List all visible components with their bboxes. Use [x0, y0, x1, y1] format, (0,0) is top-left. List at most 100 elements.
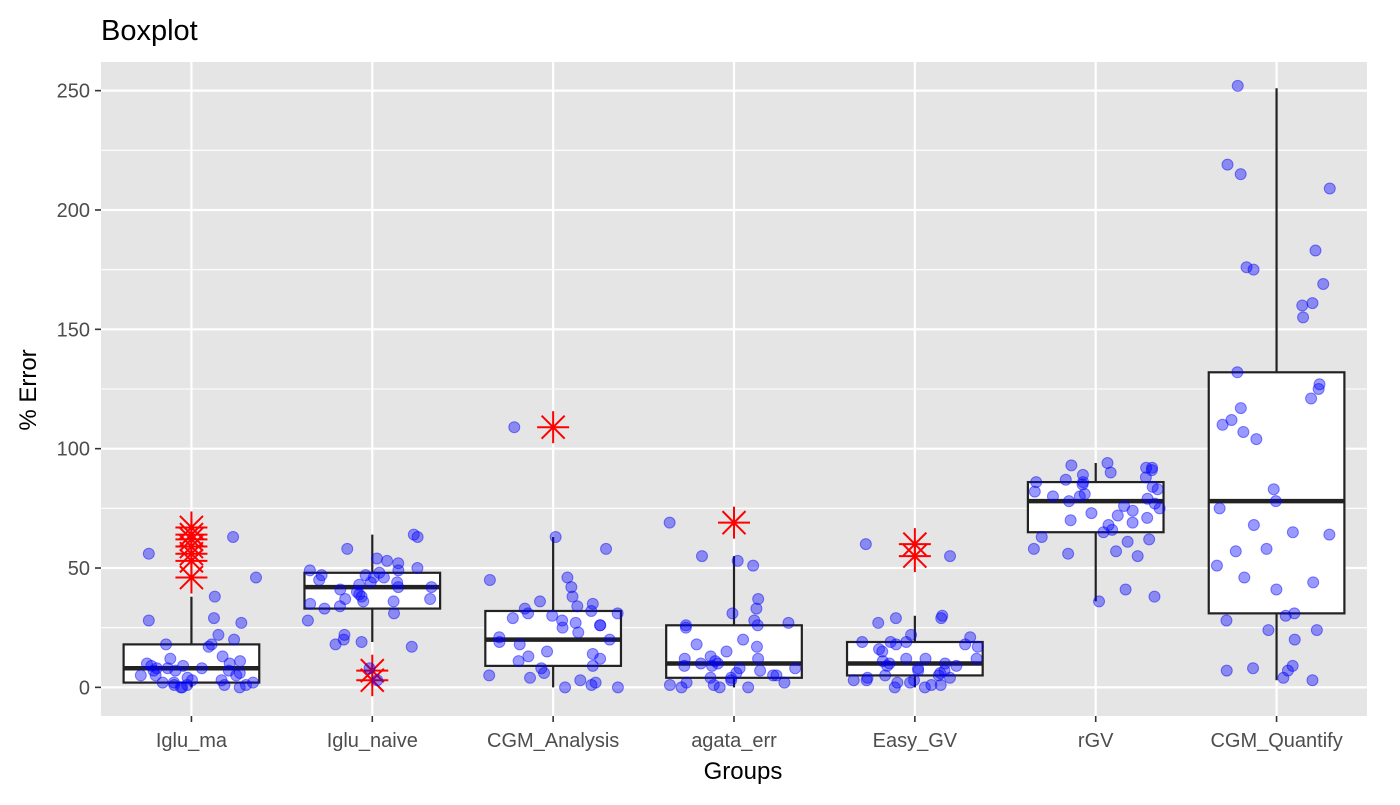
data-point	[1229, 545, 1242, 558]
data-point	[350, 585, 363, 598]
data-point	[704, 650, 717, 663]
data-point	[873, 643, 886, 656]
data-point	[1262, 624, 1275, 637]
data-point	[223, 657, 236, 670]
data-point	[370, 552, 383, 565]
data-point	[725, 674, 738, 687]
data-point	[207, 612, 220, 625]
x-tick-label: Iglu_ma	[156, 730, 228, 752]
data-point	[725, 671, 738, 684]
data-point	[959, 638, 972, 651]
data-point	[603, 633, 616, 646]
box	[665, 624, 803, 679]
data-point	[752, 593, 765, 606]
data-point	[142, 547, 155, 560]
data-point	[216, 650, 229, 663]
data-point	[506, 612, 519, 625]
data-point	[367, 571, 380, 584]
data-point	[1146, 461, 1159, 474]
data-point	[883, 657, 896, 670]
data-point	[861, 671, 874, 684]
data-point	[919, 652, 932, 665]
data-point	[541, 645, 554, 658]
data-point	[938, 664, 951, 677]
data-point	[411, 562, 424, 575]
data-point	[856, 636, 869, 649]
data-point	[1035, 530, 1048, 543]
data-point	[594, 619, 607, 632]
data-point	[1030, 476, 1043, 489]
y-tick-label: 0	[79, 677, 90, 699]
data-point	[565, 581, 578, 594]
outlier-stroke	[179, 515, 204, 540]
data-point	[195, 662, 208, 675]
data-point	[569, 616, 582, 629]
data-point	[373, 566, 386, 579]
data-point	[876, 645, 889, 658]
data-point	[387, 595, 400, 608]
data-point	[1270, 583, 1283, 596]
data-point	[134, 669, 147, 682]
data-point	[611, 681, 624, 694]
outlier-marker	[718, 506, 750, 539]
data-point	[1281, 664, 1294, 677]
data-point	[679, 619, 692, 632]
data-point	[512, 655, 525, 668]
x-axis-title: Groups	[704, 758, 783, 785]
data-point	[1305, 392, 1318, 405]
outlier-marker	[898, 528, 931, 561]
data-point	[876, 655, 889, 668]
data-point	[1310, 624, 1323, 637]
data-point	[247, 676, 260, 689]
data-point	[174, 681, 187, 694]
box	[122, 643, 261, 684]
data-point	[1027, 542, 1040, 555]
data-point	[663, 516, 676, 529]
data-point	[891, 676, 904, 689]
data-point	[594, 619, 607, 632]
data-point	[1286, 659, 1299, 672]
grid-lines	[101, 62, 1367, 716]
y-tick-label: 150	[57, 319, 90, 341]
data-point	[872, 616, 885, 629]
data-point	[1151, 483, 1164, 496]
data-point	[950, 659, 963, 672]
data-point	[359, 569, 372, 582]
data-point	[748, 614, 761, 627]
jitter-points	[134, 79, 1336, 694]
data-point	[329, 638, 342, 651]
data-point	[140, 657, 153, 670]
data-point	[1121, 535, 1134, 548]
data-point	[778, 676, 791, 689]
data-point	[334, 583, 347, 596]
data-point	[1297, 311, 1310, 324]
data-point	[215, 674, 228, 687]
data-point	[338, 628, 351, 641]
y-tick-label: 200	[57, 200, 90, 222]
data-point	[1309, 244, 1322, 257]
data-point	[218, 678, 231, 691]
data-point	[589, 676, 602, 689]
outlier-marker	[537, 411, 570, 444]
data-point	[1240, 261, 1253, 274]
data-point	[167, 676, 180, 689]
y-tick-label: 250	[57, 81, 90, 103]
data-point	[675, 681, 688, 694]
data-point	[1126, 516, 1139, 529]
x-tick-label: Iglu_naive	[327, 730, 418, 752]
x-tick-label: CGM_Analysis	[487, 730, 619, 752]
data-point	[169, 664, 182, 677]
data-point	[142, 614, 155, 627]
data-point	[944, 550, 957, 563]
data-point	[1317, 277, 1330, 290]
data-point	[586, 659, 599, 672]
data-point	[1146, 480, 1159, 493]
data-point	[1313, 378, 1326, 391]
data-point	[888, 681, 901, 694]
data-point	[904, 676, 917, 689]
data-point	[751, 619, 764, 632]
data-point	[1260, 542, 1273, 555]
x-tick-label: CGM_Quantify	[1210, 730, 1342, 752]
data-point	[706, 659, 719, 672]
